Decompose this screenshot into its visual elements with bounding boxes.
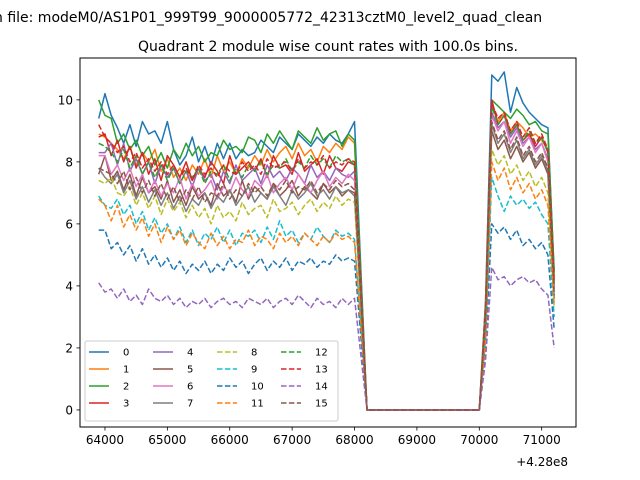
x-tick-label: 69000 (398, 433, 436, 447)
y-axis: 0 2 4 6 8 10 (58, 93, 80, 417)
y-tick-label: 0 (65, 403, 73, 417)
x-tick-label: 70000 (460, 433, 498, 447)
legend-label-3: 3 (123, 399, 129, 410)
legend-label-0: 0 (123, 348, 129, 359)
legend-label-12: 12 (315, 348, 328, 359)
legend-label-5: 5 (187, 365, 193, 376)
x-tick-label: 64000 (86, 433, 124, 447)
legend-label-7: 7 (187, 399, 193, 410)
x-axis: 64000 65000 66000 67000 68000 69000 70000 71000 (86, 427, 561, 447)
x-tick-label: 71000 (523, 433, 561, 447)
series-line-13 (98, 102, 555, 411)
x-tick-label: 66000 (211, 433, 249, 447)
plot-area (79, 57, 577, 428)
legend-label-1: 1 (123, 365, 129, 376)
legend-label-4: 4 (187, 348, 193, 359)
legend-box (84, 340, 339, 422)
legend-label-8: 8 (251, 348, 257, 359)
axes-frame (79, 57, 577, 428)
y-tick-label: 10 (58, 93, 73, 107)
legend-label-11: 11 (251, 399, 264, 410)
x-tick-label: 68000 (335, 433, 373, 447)
legend-label-6: 6 (187, 382, 193, 393)
chart-title: Quadrant 2 module wise count rates with … (138, 39, 518, 55)
y-tick-label: 8 (65, 155, 73, 169)
x-tick-label: 67000 (273, 433, 311, 447)
legend-label-13: 13 (315, 365, 328, 376)
x-offset-label: +4.28e8 (516, 455, 568, 469)
legend-label-15: 15 (315, 399, 328, 410)
x-tick-label: 65000 (148, 433, 186, 447)
legend-label-9: 9 (251, 365, 257, 376)
y-tick-label: 4 (65, 279, 73, 293)
y-tick-label: 2 (65, 341, 73, 355)
legend-label-10: 10 (251, 382, 264, 393)
y-tick-label: 6 (65, 217, 73, 231)
figure-suptitle: n file: modeM0/AS1P01_999T99_9000005772_… (0, 10, 542, 26)
legend-label-2: 2 (123, 382, 129, 393)
series-lines (97, 71, 555, 411)
legend-label-14: 14 (315, 382, 328, 393)
series-line-15 (98, 120, 555, 411)
